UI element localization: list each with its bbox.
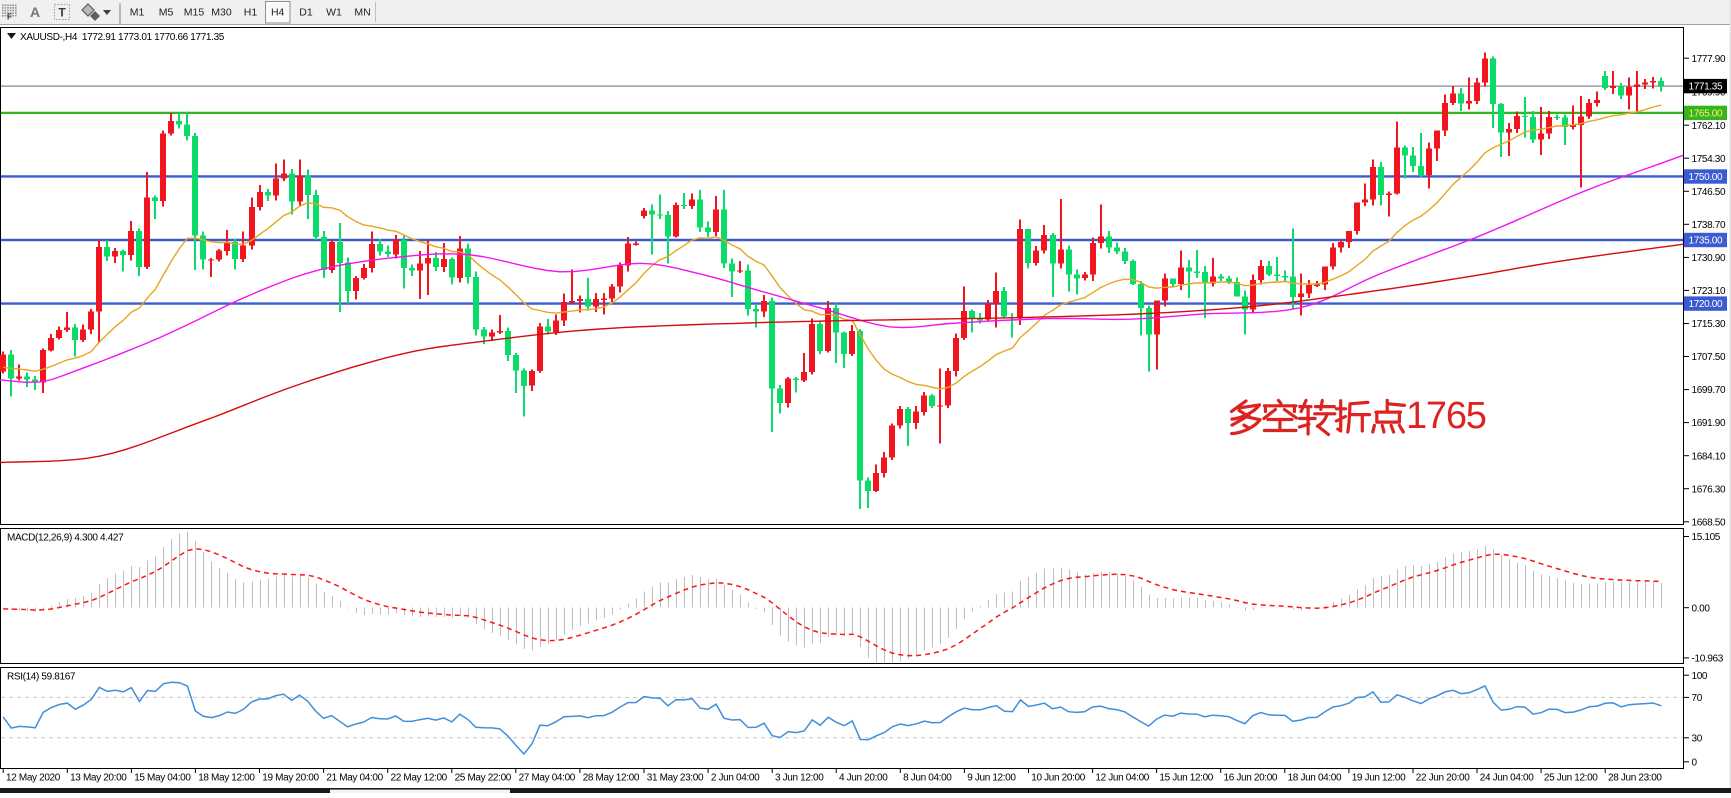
svg-text:RSI(14) 59.8167: RSI(14) 59.8167 bbox=[7, 672, 76, 683]
svg-text:1754.30: 1754.30 bbox=[1692, 154, 1726, 165]
svg-text:1684.10: 1684.10 bbox=[1692, 451, 1726, 462]
svg-text:M1: M1 bbox=[130, 7, 145, 19]
svg-text:H4: H4 bbox=[271, 7, 285, 19]
svg-text:1765: 1765 bbox=[1406, 395, 1486, 437]
svg-text:1777.90: 1777.90 bbox=[1692, 54, 1726, 65]
svg-text:12 Jun 04:00: 12 Jun 04:00 bbox=[1095, 773, 1149, 784]
svg-text:12 May 2020: 12 May 2020 bbox=[6, 773, 61, 784]
svg-text:25 May 22:00: 25 May 22:00 bbox=[455, 773, 512, 784]
svg-text:1715.30: 1715.30 bbox=[1692, 319, 1726, 330]
svg-text:8 Jun 04:00: 8 Jun 04:00 bbox=[903, 773, 952, 784]
svg-text:A: A bbox=[30, 4, 40, 20]
svg-text:1765.00: 1765.00 bbox=[1689, 109, 1723, 120]
svg-text:15 May 04:00: 15 May 04:00 bbox=[134, 773, 191, 784]
svg-text:1730.90: 1730.90 bbox=[1692, 253, 1726, 264]
svg-text:-10.963: -10.963 bbox=[1692, 654, 1724, 665]
svg-text:22 Jun 20:00: 22 Jun 20:00 bbox=[1416, 773, 1470, 784]
svg-text:19 Jun 12:00: 19 Jun 12:00 bbox=[1352, 773, 1406, 784]
svg-text:18 Jun 04:00: 18 Jun 04:00 bbox=[1288, 773, 1342, 784]
svg-text:1771.35: 1771.35 bbox=[1689, 82, 1723, 93]
svg-text:MACD(12,26,9) 4.300 4.427: MACD(12,26,9) 4.300 4.427 bbox=[7, 533, 124, 544]
svg-text:1668.50: 1668.50 bbox=[1692, 517, 1726, 528]
svg-text:15.105: 15.105 bbox=[1692, 532, 1721, 543]
svg-text:D1: D1 bbox=[299, 7, 313, 19]
svg-text:21 May 04:00: 21 May 04:00 bbox=[326, 773, 383, 784]
svg-text:1707.50: 1707.50 bbox=[1692, 352, 1726, 363]
svg-text:M15: M15 bbox=[184, 7, 205, 19]
svg-text:H1: H1 bbox=[244, 7, 258, 19]
svg-text:W1: W1 bbox=[326, 7, 342, 19]
svg-text:1750.00: 1750.00 bbox=[1689, 172, 1723, 183]
svg-text:9 Jun 12:00: 9 Jun 12:00 bbox=[967, 773, 1016, 784]
svg-text:0.00: 0.00 bbox=[1692, 603, 1711, 614]
svg-text:3 Jun 12:00: 3 Jun 12:00 bbox=[775, 773, 824, 784]
svg-text:24 Jun 04:00: 24 Jun 04:00 bbox=[1480, 773, 1534, 784]
svg-text:25 Jun 12:00: 25 Jun 12:00 bbox=[1544, 773, 1598, 784]
svg-text:10 Jun 20:00: 10 Jun 20:00 bbox=[1031, 773, 1085, 784]
svg-text:15 Jun 12:00: 15 Jun 12:00 bbox=[1159, 773, 1213, 784]
svg-text:XAUUSD-,H4 1772.91 1773.01 17: XAUUSD-,H4 1772.91 1773.01 1770.66 1771.… bbox=[20, 32, 225, 43]
svg-text:100: 100 bbox=[1692, 671, 1708, 682]
svg-text:27 May 04:00: 27 May 04:00 bbox=[519, 773, 576, 784]
svg-text:4 Jun 20:00: 4 Jun 20:00 bbox=[839, 773, 888, 784]
svg-text:0: 0 bbox=[1692, 757, 1698, 768]
svg-text:1738.70: 1738.70 bbox=[1692, 220, 1726, 231]
svg-text:1762.10: 1762.10 bbox=[1692, 121, 1726, 132]
svg-text:1720.00: 1720.00 bbox=[1689, 299, 1723, 310]
svg-text:30: 30 bbox=[1692, 733, 1703, 744]
svg-text:16 Jun 20:00: 16 Jun 20:00 bbox=[1224, 773, 1278, 784]
svg-text:13 May 20:00: 13 May 20:00 bbox=[70, 773, 127, 784]
svg-text:1691.90: 1691.90 bbox=[1692, 418, 1726, 429]
svg-text:M30: M30 bbox=[211, 7, 232, 19]
svg-text:1676.30: 1676.30 bbox=[1692, 484, 1726, 495]
svg-text:18 May 12:00: 18 May 12:00 bbox=[198, 773, 255, 784]
svg-text:F: F bbox=[7, 13, 12, 22]
svg-text:2 Jun 04:00: 2 Jun 04:00 bbox=[711, 773, 760, 784]
svg-text:1746.50: 1746.50 bbox=[1692, 187, 1726, 198]
svg-text:T: T bbox=[58, 6, 66, 20]
svg-text:28 Jun 23:00: 28 Jun 23:00 bbox=[1608, 773, 1662, 784]
svg-text:MN: MN bbox=[354, 7, 370, 19]
svg-text:1723.10: 1723.10 bbox=[1692, 286, 1726, 297]
svg-text:19 May 20:00: 19 May 20:00 bbox=[262, 773, 319, 784]
svg-text:22 May 12:00: 22 May 12:00 bbox=[391, 773, 448, 784]
svg-text:1699.70: 1699.70 bbox=[1692, 385, 1726, 396]
svg-text:28 May 12:00: 28 May 12:00 bbox=[583, 773, 640, 784]
svg-text:70: 70 bbox=[1692, 693, 1703, 704]
svg-text:31 May 23:00: 31 May 23:00 bbox=[647, 773, 704, 784]
svg-text:1735.00: 1735.00 bbox=[1689, 236, 1723, 247]
svg-text:M5: M5 bbox=[159, 7, 174, 19]
